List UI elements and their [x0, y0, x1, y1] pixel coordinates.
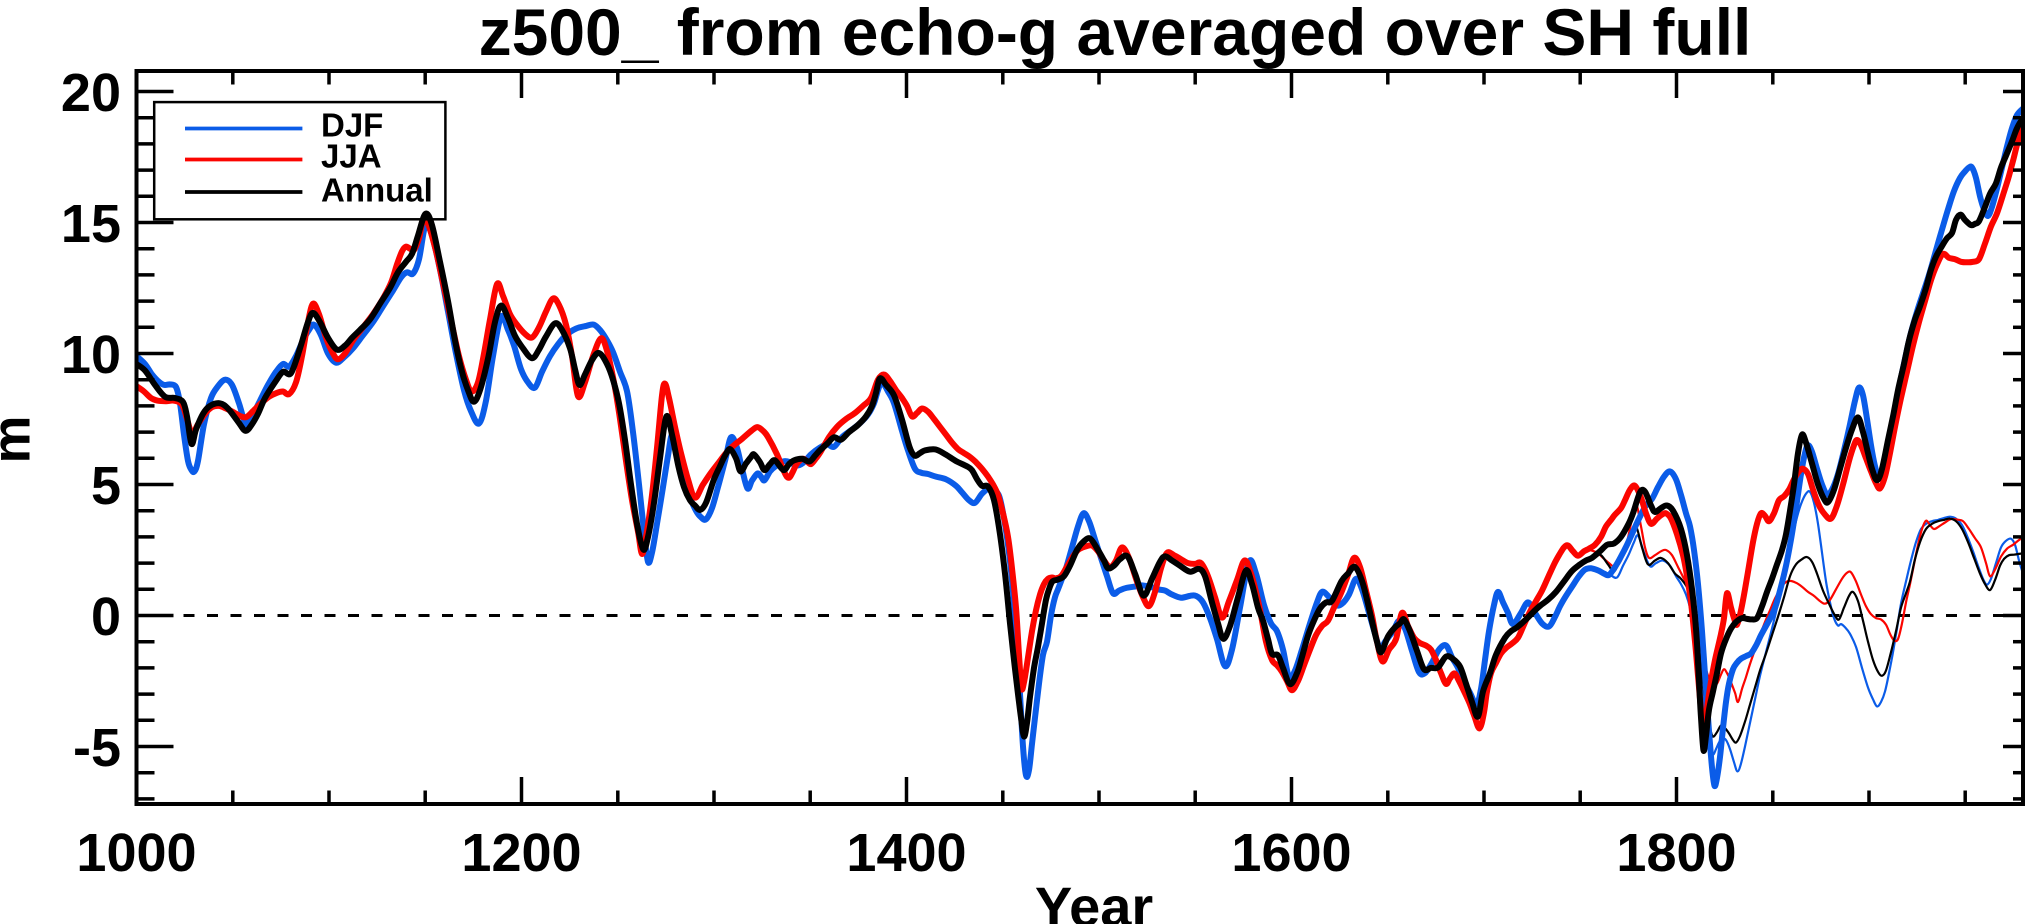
svg-text:z500_ from echo-g averaged ove: z500_ from echo-g averaged over SH full	[479, 0, 1752, 69]
svg-text:10: 10	[61, 325, 121, 385]
svg-text:-5: -5	[73, 718, 121, 778]
svg-text:JJA: JJA	[321, 138, 382, 175]
svg-text:0: 0	[91, 587, 121, 647]
svg-text:1800: 1800	[1616, 823, 1736, 883]
svg-text:m: m	[0, 415, 42, 463]
svg-text:Year: Year	[1035, 875, 1153, 924]
svg-text:15: 15	[61, 194, 121, 254]
svg-text:1400: 1400	[846, 823, 966, 883]
svg-text:1000: 1000	[76, 823, 196, 883]
svg-text:5: 5	[91, 456, 121, 516]
svg-text:DJF: DJF	[321, 107, 383, 144]
svg-text:1600: 1600	[1231, 823, 1351, 883]
svg-text:Annual: Annual	[321, 172, 433, 209]
svg-text:1200: 1200	[461, 823, 581, 883]
svg-text:20: 20	[61, 63, 121, 123]
